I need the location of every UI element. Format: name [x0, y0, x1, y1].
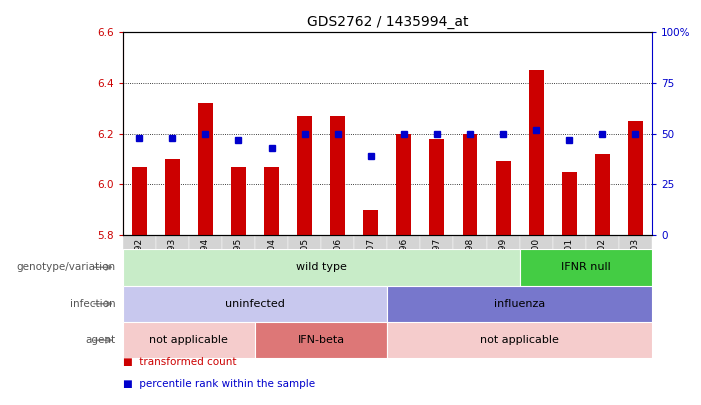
Bar	[198, 103, 213, 235]
Bar	[496, 162, 510, 235]
Text: not applicable: not applicable	[149, 335, 229, 345]
Bar	[189, 235, 222, 306]
Text: uninfected: uninfected	[225, 299, 285, 309]
Bar	[297, 116, 312, 235]
Text: infection: infection	[70, 299, 116, 309]
Bar	[330, 116, 345, 235]
Bar	[586, 235, 619, 306]
Title: GDS2762 / 1435994_at: GDS2762 / 1435994_at	[306, 15, 468, 29]
Bar	[132, 166, 147, 235]
Bar	[486, 235, 519, 306]
Bar	[321, 235, 354, 306]
Bar	[231, 166, 246, 235]
Bar	[387, 286, 652, 322]
Text: ■  transformed count: ■ transformed count	[123, 356, 236, 367]
Bar	[354, 235, 388, 306]
Bar	[463, 134, 477, 235]
Bar	[519, 235, 552, 306]
Bar	[619, 235, 652, 306]
Bar	[264, 166, 279, 235]
Text: genotype/variation: genotype/variation	[17, 262, 116, 272]
Bar	[123, 286, 387, 322]
Text: not applicable: not applicable	[480, 335, 559, 345]
Bar	[421, 235, 454, 306]
Bar	[396, 134, 411, 235]
Bar	[387, 235, 421, 306]
Bar	[430, 139, 444, 235]
Bar	[529, 70, 543, 235]
Bar	[595, 154, 610, 235]
Bar	[454, 235, 486, 306]
Bar	[123, 249, 519, 286]
Bar	[387, 322, 652, 358]
Text: wild type: wild type	[296, 262, 346, 272]
Bar	[628, 121, 643, 235]
Text: IFN-beta: IFN-beta	[298, 335, 345, 345]
Bar	[222, 235, 255, 306]
Bar	[288, 235, 321, 306]
Bar	[123, 235, 156, 306]
Text: influenza: influenza	[494, 299, 545, 309]
Text: agent: agent	[86, 335, 116, 345]
Bar	[562, 172, 577, 235]
Bar	[255, 322, 387, 358]
Bar	[363, 209, 379, 235]
Bar	[123, 322, 255, 358]
Text: ■  percentile rank within the sample: ■ percentile rank within the sample	[123, 379, 315, 389]
Bar	[255, 235, 288, 306]
Text: IFNR null: IFNR null	[561, 262, 611, 272]
Bar	[552, 235, 586, 306]
Bar	[519, 249, 652, 286]
Bar	[165, 159, 179, 235]
Bar	[156, 235, 189, 306]
